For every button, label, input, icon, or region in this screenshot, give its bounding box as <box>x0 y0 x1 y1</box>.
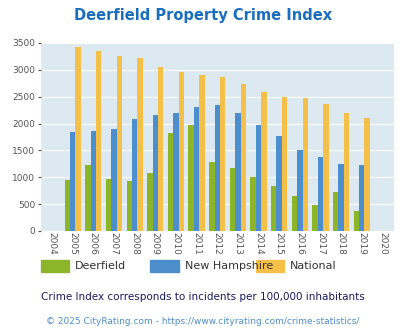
Bar <box>271 186 276 231</box>
Bar <box>167 133 173 231</box>
Bar <box>75 47 81 231</box>
Bar <box>147 173 152 231</box>
Bar <box>209 162 214 231</box>
Bar <box>111 129 116 231</box>
Text: New Hampshire: New Hampshire <box>184 261 272 271</box>
Bar <box>229 168 234 231</box>
Bar <box>116 56 121 231</box>
Bar <box>358 165 364 231</box>
Bar <box>260 92 266 231</box>
Bar <box>188 125 194 231</box>
Bar <box>158 67 163 231</box>
Bar <box>364 117 369 231</box>
Bar <box>317 157 322 231</box>
Bar <box>199 75 204 231</box>
Bar <box>64 180 70 231</box>
Bar <box>332 192 338 231</box>
Text: Deerfield: Deerfield <box>75 261 126 271</box>
Bar <box>90 131 96 231</box>
Bar <box>132 119 137 231</box>
Bar <box>276 136 281 231</box>
Bar <box>220 77 225 231</box>
Bar <box>322 104 328 231</box>
Bar <box>96 51 101 231</box>
Bar <box>126 181 132 231</box>
Bar <box>343 113 348 231</box>
Bar <box>85 165 90 231</box>
Bar <box>70 132 75 231</box>
Bar <box>194 107 199 231</box>
Bar <box>240 84 245 231</box>
Bar <box>312 205 317 231</box>
Bar <box>302 98 307 231</box>
Bar <box>291 196 296 231</box>
Bar <box>250 177 255 231</box>
Bar <box>214 105 220 231</box>
Bar <box>137 58 142 231</box>
Bar <box>281 97 286 231</box>
Bar <box>178 73 183 231</box>
Bar <box>338 164 343 231</box>
Bar <box>296 150 302 231</box>
Text: National: National <box>290 261 336 271</box>
Bar <box>234 113 240 231</box>
Bar <box>152 115 158 231</box>
Bar <box>106 180 111 231</box>
Bar <box>173 113 178 231</box>
Text: Deerfield Property Crime Index: Deerfield Property Crime Index <box>74 8 331 23</box>
Text: © 2025 CityRating.com - https://www.cityrating.com/crime-statistics/: © 2025 CityRating.com - https://www.city… <box>46 317 359 326</box>
Bar <box>353 211 358 231</box>
Text: Crime Index corresponds to incidents per 100,000 inhabitants: Crime Index corresponds to incidents per… <box>41 292 364 302</box>
Bar <box>255 125 260 231</box>
